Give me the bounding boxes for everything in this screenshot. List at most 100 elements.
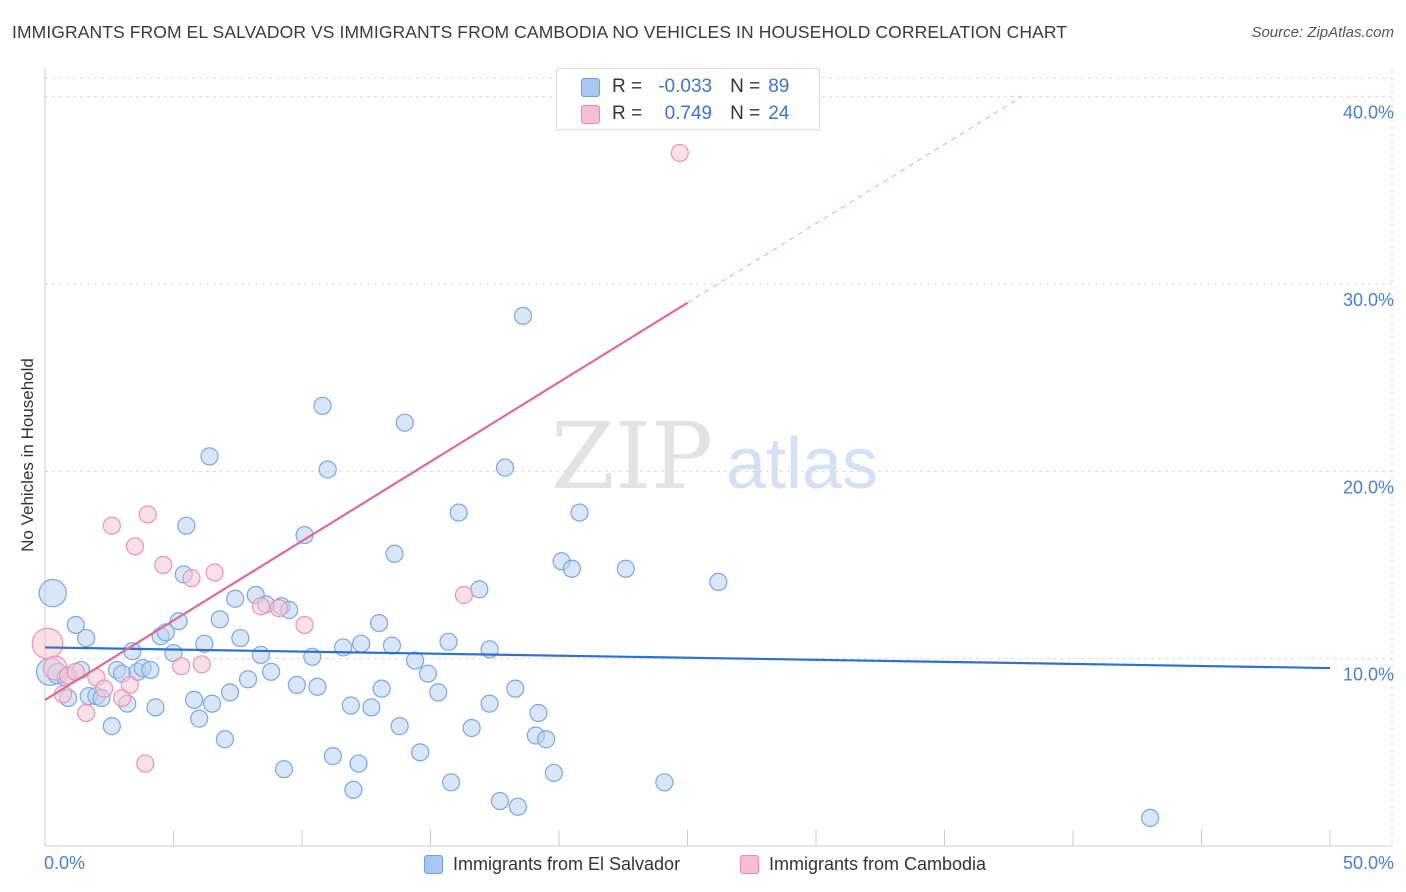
legend-n-value: 24 — [768, 103, 790, 124]
trend-line-cambodia — [44, 301, 689, 701]
cambodia-point-20 — [269, 599, 288, 618]
el-salvador-point-61 — [390, 717, 409, 736]
el-salvador-point-35 — [231, 628, 250, 648]
tick-labels: 10.0% 20.0% 30.0% 40.0% 0.0% 50.0% — [44, 103, 1394, 873]
y-tick-label-0: 10.0% — [1343, 665, 1394, 685]
el-salvador-point-48 — [313, 396, 332, 415]
bottom-legend-el-salvador: Immigrants from El Salvador — [424, 852, 680, 876]
cambodia-point-16 — [182, 569, 201, 588]
el-salvador-point-67 — [439, 632, 458, 651]
el-salvador-point-25 — [177, 516, 196, 535]
el-salvador-point-56 — [362, 698, 381, 717]
el-salvador-point-50 — [323, 746, 342, 766]
y-tick-label-3: 40.0% — [1343, 103, 1394, 123]
el-salvador-point-38 — [251, 645, 270, 665]
el-salvador-point-81 — [537, 730, 556, 749]
legend-n-label: N = — [730, 76, 761, 97]
bottom-legend-swatch-cambodia — [740, 854, 759, 874]
el-salvador-point-63 — [405, 651, 425, 670]
el-salvador-point-26 — [184, 690, 204, 709]
cambodia-point-5 — [77, 703, 96, 723]
el-salvador-point-76 — [506, 679, 525, 698]
el-salvador-point-74 — [490, 791, 509, 811]
legend-n-value: 89 — [768, 76, 790, 97]
y-tick-label-1: 20.0% — [1343, 477, 1394, 497]
el-salvador-point-34 — [226, 589, 245, 608]
el-salvador-point-71 — [470, 580, 489, 599]
legend-r-value: 0.749 — [664, 103, 713, 124]
el-salvador-point-66 — [429, 683, 448, 702]
x-tick-label-min: 0.0% — [44, 853, 85, 873]
el-salvador-point-64 — [411, 743, 430, 762]
legend-row-el-salvador: R = -0.033 N = 89 — [581, 76, 798, 98]
cambodia-point-23 — [670, 143, 689, 163]
x-axis — [44, 68, 1392, 847]
el-salvador-point-43 — [274, 760, 294, 779]
legend-r-label: R = — [612, 103, 643, 124]
bottom-legend-cambodia: Immigrants from Cambodia — [740, 852, 986, 876]
y-tick-label-2: 30.0% — [1343, 290, 1394, 310]
cambodia-point-17 — [192, 655, 211, 674]
el-salvador-point-36 — [238, 670, 258, 689]
legend-r-value: -0.033 — [658, 76, 713, 97]
el-salvador-point-28 — [195, 634, 214, 653]
el-salvador-point-69 — [449, 503, 468, 522]
el-salvador-point-78 — [513, 306, 533, 325]
cambodia-point-22 — [454, 585, 474, 605]
el-salvador-point-7 — [77, 628, 96, 648]
bottom-legend-label-cambodia: Immigrants from Cambodia — [769, 853, 987, 874]
cambodia-point-8 — [102, 516, 121, 535]
el-salvador-point-23 — [169, 612, 188, 631]
el-salvador-point-32 — [215, 730, 234, 749]
el-salvador-point-84 — [562, 559, 581, 578]
cambodia-point-18 — [205, 563, 224, 582]
el-salvador-point-62 — [395, 413, 414, 432]
el-salvador-point-11 — [102, 717, 121, 736]
el-salvador-point-77 — [508, 797, 527, 816]
el-salvador-point-33 — [220, 683, 240, 702]
correlation-legend: R = -0.033 N = 89 R = 0.749 N = 24 — [556, 68, 820, 130]
legend-r-label: R = — [612, 76, 643, 97]
trend-line-el-salvador — [44, 646, 1331, 670]
cambodia-point-11 — [125, 537, 145, 556]
chart-title: IMMIGRANTS FROM EL SALVADOR VS IMMIGRANT… — [12, 22, 1068, 42]
el-salvador-point-57 — [370, 613, 389, 633]
cambodia-point-13 — [138, 505, 157, 524]
x-tick-label-max: 50.0% — [1343, 853, 1394, 873]
cambodia-point-12 — [136, 754, 155, 773]
bottom-legend-swatch-el-salvador — [424, 854, 443, 874]
trend-lines — [44, 96, 1331, 701]
cambodia-point-19 — [251, 597, 270, 616]
el-salvador-point-58 — [372, 679, 391, 698]
watermark-atlas: atlas — [726, 424, 878, 504]
el-salvador-point-5 — [66, 615, 85, 635]
el-salvador-point-27 — [190, 709, 209, 728]
el-salvador-point-44 — [287, 675, 306, 695]
el-salvador-point-29 — [200, 447, 219, 466]
el-salvador-point-52 — [341, 696, 360, 715]
legend-swatch-el-salvador — [581, 77, 600, 97]
el-salvador-point-72 — [480, 694, 499, 713]
el-salvador-point-18 — [141, 660, 160, 680]
legend-row-cambodia: R = 0.749 N = 24 — [581, 103, 798, 125]
el-salvador-point-60 — [382, 636, 402, 655]
cambodia-point-15 — [172, 657, 191, 676]
el-salvador-point-40 — [262, 662, 281, 681]
el-salvador-point-89 — [1140, 808, 1160, 828]
el-salvador-point-55 — [349, 754, 368, 773]
el-salvador-point-53 — [344, 780, 363, 799]
el-salvador-point-59 — [385, 544, 404, 563]
el-salvador-point-54 — [352, 634, 371, 653]
el-salvador-point-88 — [709, 572, 728, 591]
watermark-zip: ZIP — [551, 403, 713, 510]
el-salvador-point-68 — [441, 773, 461, 792]
cambodia-point-21 — [295, 615, 314, 635]
el-salvador-point-75 — [495, 458, 515, 477]
bottom-legend-label-el-salvador: Immigrants from El Salvador — [453, 853, 681, 874]
source-label: Source: ZipAtlas.com — [1251, 24, 1394, 41]
cambodia-point-7 — [95, 679, 114, 698]
cambodia-point-0 — [31, 627, 64, 660]
legend-swatch-cambodia — [581, 104, 600, 124]
el-salvador-point-80 — [529, 703, 548, 723]
